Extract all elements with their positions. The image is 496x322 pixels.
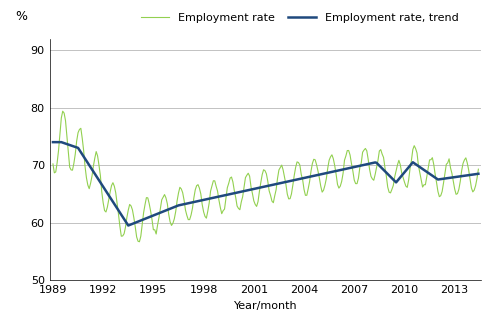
Employment rate [252,203,258,206]
Employment rate [361,148,367,152]
Employment rate [189,206,195,210]
Employment rate [50,162,56,166]
Employment rate, trend [427,172,433,176]
Employment rate, trend [125,223,131,227]
X-axis label: Year/month: Year/month [234,300,297,310]
Employment rate [60,109,65,113]
Employment rate [347,153,353,157]
Text: %: % [15,10,27,23]
Employment rate [202,214,208,218]
Line: Employment rate: Employment rate [53,111,478,242]
Employment rate [428,158,434,162]
Employment rate, trend [251,187,257,191]
Employment rate, trend [346,166,352,170]
Employment rate, trend [360,163,366,167]
Employment rate, trend [50,140,56,144]
Line: Employment rate, trend: Employment rate, trend [53,142,478,225]
Employment rate [136,240,142,244]
Employment rate [475,167,481,171]
Employment rate, trend [200,198,206,202]
Legend: Employment rate, Employment rate, trend: Employment rate, Employment rate, trend [141,13,458,23]
Employment rate, trend [188,201,194,204]
Employment rate, trend [475,172,481,176]
